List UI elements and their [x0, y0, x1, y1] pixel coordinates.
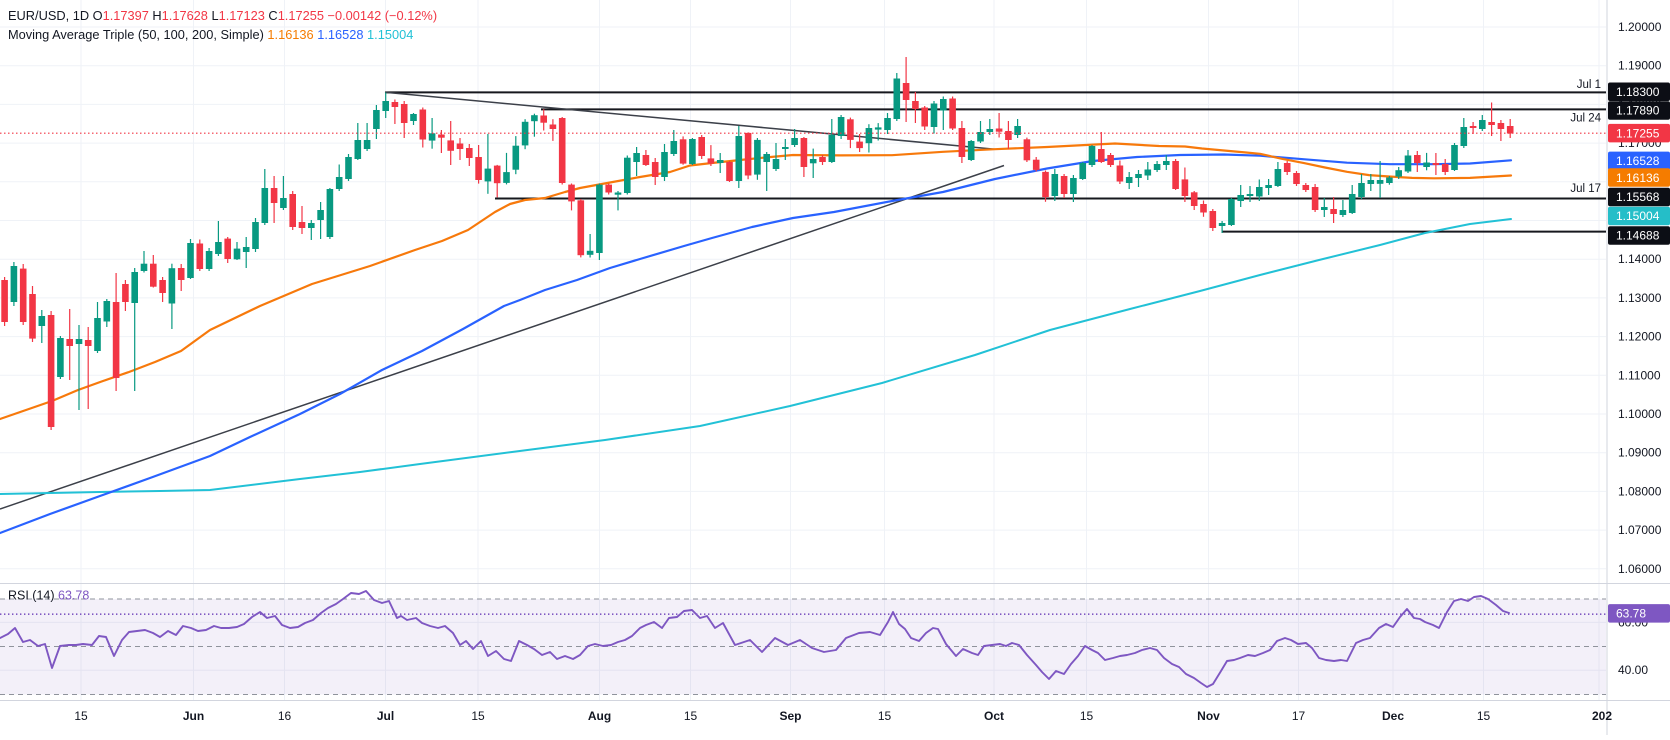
- svg-text:17: 17: [1292, 709, 1306, 723]
- svg-text:1.14688: 1.14688: [1616, 229, 1660, 243]
- svg-text:RSI (14) 63.78: RSI (14) 63.78: [8, 589, 89, 603]
- svg-text:1.11000: 1.11000: [1618, 368, 1661, 382]
- svg-text:1.18300: 1.18300: [1616, 85, 1660, 99]
- svg-text:Jun: Jun: [183, 709, 204, 723]
- svg-text:1.16528: 1.16528: [1616, 154, 1660, 168]
- svg-text:1.09000: 1.09000: [1618, 446, 1662, 460]
- svg-text:Dec: Dec: [1382, 709, 1404, 723]
- svg-text:Sep: Sep: [779, 709, 801, 723]
- svg-text:Jul 17: Jul 17: [1570, 183, 1601, 195]
- svg-text:15: 15: [1080, 709, 1094, 723]
- svg-text:16: 16: [278, 709, 292, 723]
- svg-text:63.78: 63.78: [1616, 607, 1646, 621]
- svg-text:1.15004: 1.15004: [1616, 209, 1660, 223]
- svg-text:1.14000: 1.14000: [1618, 252, 1662, 266]
- svg-text:1.17890: 1.17890: [1616, 104, 1660, 118]
- svg-text:Jul: Jul: [377, 709, 394, 723]
- svg-text:1.06000: 1.06000: [1618, 562, 1662, 576]
- svg-text:1.19000: 1.19000: [1618, 59, 1662, 73]
- svg-text:15: 15: [878, 709, 892, 723]
- svg-text:1.12000: 1.12000: [1618, 330, 1662, 344]
- svg-text:15: 15: [74, 709, 88, 723]
- svg-text:Jul 24: Jul 24: [1570, 113, 1601, 125]
- svg-text:15: 15: [471, 709, 485, 723]
- svg-text:1.17255: 1.17255: [1616, 126, 1660, 140]
- svg-text:Jul 1: Jul 1: [1577, 79, 1601, 91]
- svg-text:Aug: Aug: [588, 709, 611, 723]
- svg-text:1.13000: 1.13000: [1618, 291, 1662, 305]
- svg-text:1.20000: 1.20000: [1618, 20, 1662, 34]
- svg-text:1.16136: 1.16136: [1616, 171, 1660, 185]
- svg-text:Moving Average Triple (50, 100: Moving Average Triple (50, 100, 200, Sim…: [8, 27, 413, 42]
- svg-text:1.08000: 1.08000: [1618, 484, 1662, 498]
- svg-text:15: 15: [1477, 709, 1491, 723]
- svg-text:1.15568: 1.15568: [1616, 190, 1660, 204]
- svg-text:Nov: Nov: [1197, 709, 1220, 723]
- svg-text:1.07000: 1.07000: [1618, 523, 1662, 537]
- svg-text:15: 15: [684, 709, 698, 723]
- svg-text:EUR/USD, 1D O1.17397 H1.17628: EUR/USD, 1D O1.17397 H1.17628 L1.17123 C…: [8, 8, 437, 23]
- svg-text:40.00: 40.00: [1618, 663, 1648, 677]
- svg-text:202: 202: [1592, 709, 1612, 723]
- svg-text:Oct: Oct: [984, 709, 1004, 723]
- svg-text:1.10000: 1.10000: [1618, 407, 1662, 421]
